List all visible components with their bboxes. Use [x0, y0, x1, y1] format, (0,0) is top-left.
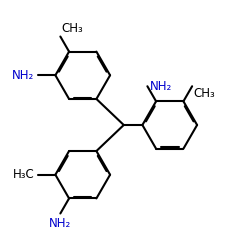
Text: CH₃: CH₃ [62, 22, 83, 35]
Text: NH₂: NH₂ [12, 69, 34, 82]
Text: NH₂: NH₂ [150, 80, 172, 93]
Text: CH₃: CH₃ [193, 88, 215, 101]
Text: NH₂: NH₂ [49, 217, 72, 230]
Text: H₃C: H₃C [12, 168, 34, 181]
